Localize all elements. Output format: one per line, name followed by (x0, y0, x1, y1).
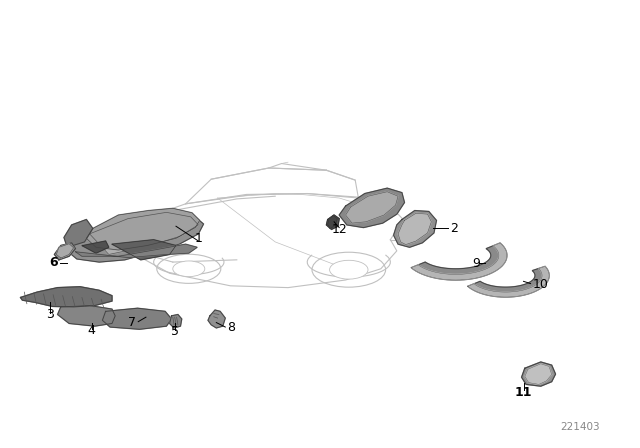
Polygon shape (468, 267, 549, 297)
Text: 3: 3 (46, 308, 54, 322)
Polygon shape (208, 310, 225, 328)
Polygon shape (20, 287, 112, 307)
Ellipse shape (173, 261, 205, 276)
Polygon shape (412, 243, 507, 280)
Text: 7: 7 (128, 316, 136, 329)
Text: 5: 5 (172, 325, 179, 338)
Text: 1: 1 (195, 232, 202, 245)
Polygon shape (58, 306, 115, 326)
Text: 8: 8 (227, 321, 236, 335)
Polygon shape (54, 243, 76, 260)
Polygon shape (328, 215, 337, 228)
Ellipse shape (312, 252, 385, 287)
Polygon shape (102, 308, 172, 329)
Text: 4: 4 (88, 324, 95, 337)
Polygon shape (412, 243, 507, 280)
Polygon shape (468, 267, 549, 297)
Polygon shape (525, 364, 552, 384)
Polygon shape (64, 220, 93, 247)
Ellipse shape (157, 254, 221, 284)
Polygon shape (170, 314, 182, 328)
Text: 221403: 221403 (561, 422, 600, 432)
Polygon shape (522, 362, 556, 386)
Text: 2: 2 (450, 222, 458, 235)
Ellipse shape (330, 260, 368, 279)
Polygon shape (82, 241, 109, 253)
Polygon shape (90, 212, 198, 254)
Text: 6: 6 (49, 256, 58, 270)
Polygon shape (86, 208, 200, 250)
Polygon shape (76, 244, 197, 258)
Text: 10: 10 (532, 278, 548, 291)
Polygon shape (112, 240, 176, 260)
Polygon shape (339, 188, 404, 228)
Polygon shape (67, 210, 204, 262)
Text: 12: 12 (332, 223, 347, 236)
Text: 11: 11 (515, 385, 532, 399)
Polygon shape (394, 211, 436, 247)
Polygon shape (326, 215, 339, 229)
Polygon shape (56, 244, 74, 258)
Polygon shape (398, 213, 431, 245)
Text: 9: 9 (472, 257, 480, 270)
Polygon shape (346, 192, 398, 223)
